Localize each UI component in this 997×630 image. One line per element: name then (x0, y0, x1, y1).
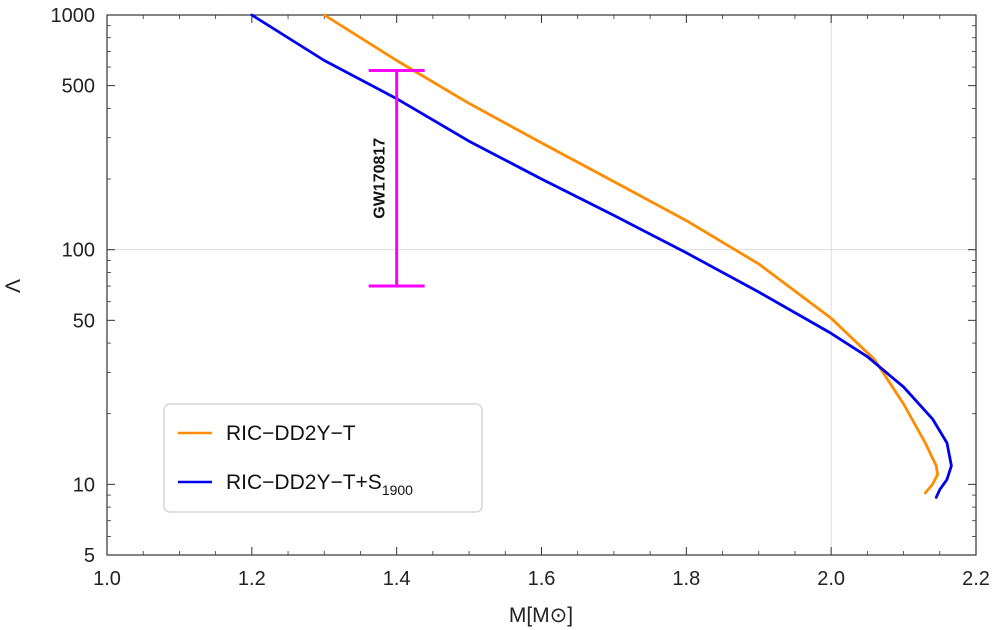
y-tick-label: 5 (84, 545, 95, 567)
legend-subscript: 1900 (382, 482, 413, 498)
x-tick-label: 1.6 (528, 568, 556, 590)
legend: RIC−DD2Y−T RIC−DD2Y−T+S1900 (163, 403, 483, 513)
x-axis-title: M[M⊙] (509, 604, 573, 627)
y-tick-label: 50 (73, 310, 95, 332)
legend-label-ric-dd2y-t-s1900: RIC−DD2Y−T+S1900 (226, 471, 413, 498)
y-tick-label: 1000 (51, 5, 96, 27)
errorbar-layer: GW170817 (368, 69, 425, 288)
legend-label-ric-dd2y-t: RIC−DD2Y−T (226, 422, 356, 445)
series-line-1 (250, 13, 953, 499)
x-tick-label: 2.2 (962, 568, 990, 590)
x-tick-label: 2.0 (817, 568, 845, 590)
x-tick-label: 1.8 (672, 568, 700, 590)
y-tick-label: 500 (62, 76, 95, 98)
x-tick-label: 1.4 (383, 568, 411, 590)
x-tick-label: 1.2 (238, 568, 266, 590)
y-tick-label: 10 (73, 474, 95, 496)
gridlines (107, 15, 976, 555)
axis-ticks: 1.0 1.2 1.4 1.6 1.8 2.0 2.2 5 10 50 100 500 1000 (51, 5, 990, 590)
series-layer (250, 13, 953, 499)
y-axis-title: Λ (2, 279, 25, 293)
x-tick-label: 1.0 (93, 568, 121, 590)
series-line-0 (322, 13, 939, 495)
errorbar-label: GW170817 (372, 138, 389, 219)
y-tick-label: 100 (62, 240, 95, 262)
legend-box (163, 403, 483, 513)
